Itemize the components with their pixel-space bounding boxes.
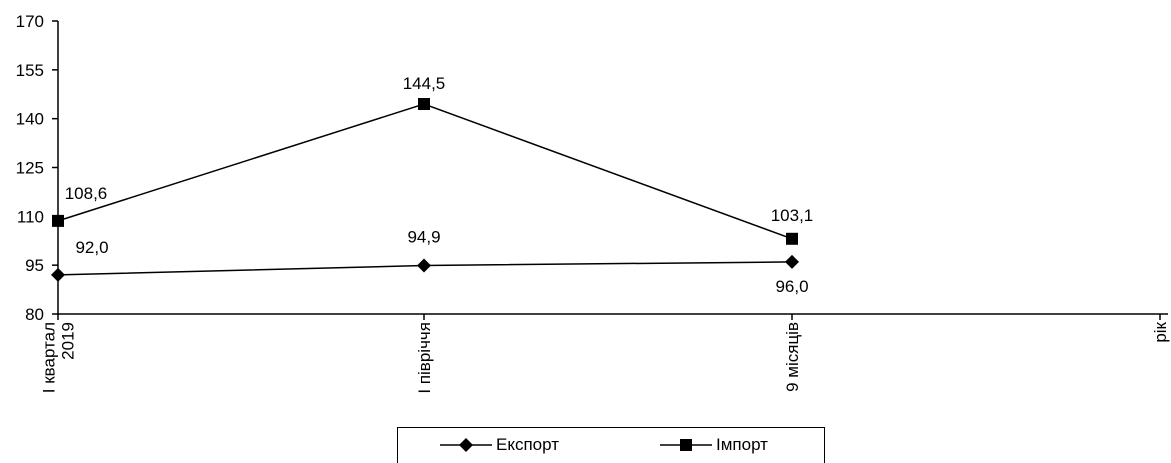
x-tick-label: 9 місяців [783,322,802,392]
series-point-diamond [417,258,431,273]
y-tick-label: 95 [25,256,44,275]
data-label: 144,5 [403,74,446,93]
series-point-square [786,232,798,245]
x-tick-label: I півріччя [415,322,434,394]
legend-item-export: Експорт [440,433,559,457]
data-label: 108,6 [65,184,108,203]
y-tick-label: 110 [17,207,44,226]
series-point-square [418,98,430,111]
x-axis-ticks: I квартал 2019 I півріччя 9 місяців рік [40,314,1170,394]
legend-item-import: Імпорт [660,433,768,457]
series-line-1 [57,103,793,240]
legend-diamond-marker-icon [440,438,492,452]
legend-label-export: Експорт [496,435,559,454]
x-tick-label-group: I півріччя [415,322,434,394]
x-tick-label-group: I квартал 2019 [40,322,78,393]
series-point-diamond [785,254,799,269]
x-tick-label: рік [1151,321,1170,342]
x-tick-label: I квартал [40,322,59,393]
data-label: 103,1 [771,206,814,225]
y-tick-label: 125 [16,159,44,178]
y-tick-label: 80 [25,305,44,324]
legend-square-marker-icon [660,439,712,451]
y-tick-label: 155 [16,61,44,80]
x-tick-label-group: 9 місяців [783,322,802,392]
series-point-square [52,214,64,227]
chart-legend: Експорт Імпорт [397,427,825,463]
x-tick-label-group: рік [1151,321,1170,342]
legend-label-import: Імпорт [716,435,768,454]
chart-series: 92,0 94,9 96,0 108,6 144,5 103,1 [51,74,813,296]
data-label: 94,9 [407,227,440,246]
y-axis-ticks: 80 95 110 125 140 155 170 [16,12,58,324]
data-label: 96,0 [775,277,808,296]
data-label: 92,0 [75,238,108,257]
y-tick-label: 170 [16,12,44,31]
series-point-diamond [51,267,65,282]
y-tick-label: 140 [16,110,44,129]
x-tick-label: 2019 [59,322,78,360]
